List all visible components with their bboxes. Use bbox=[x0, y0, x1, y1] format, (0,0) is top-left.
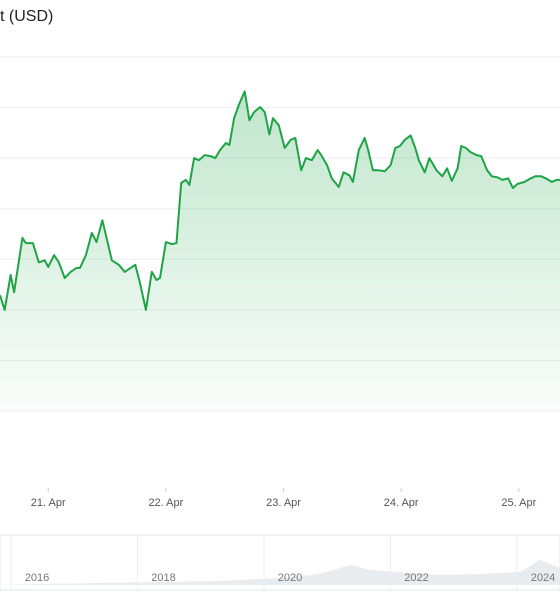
chart-title: t (USD) bbox=[0, 8, 53, 25]
navigator-label: 2024 bbox=[531, 572, 555, 584]
x-tick-label: 23. Apr bbox=[266, 497, 301, 509]
navigator-label: 2016 bbox=[25, 572, 49, 584]
navigator-label: 2022 bbox=[404, 572, 428, 584]
navigator-area bbox=[0, 560, 560, 585]
x-tick-label: 25. Apr bbox=[501, 497, 536, 509]
area bbox=[0, 91, 560, 412]
line bbox=[0, 90, 560, 311]
navigator-label: 2020 bbox=[278, 572, 302, 584]
x-tick-label: 21. Apr bbox=[31, 497, 66, 509]
x-tick-label: 22. Apr bbox=[148, 497, 183, 509]
navigator-label: 2018 bbox=[151, 572, 175, 584]
x-tick-label: 24. Apr bbox=[384, 497, 419, 509]
